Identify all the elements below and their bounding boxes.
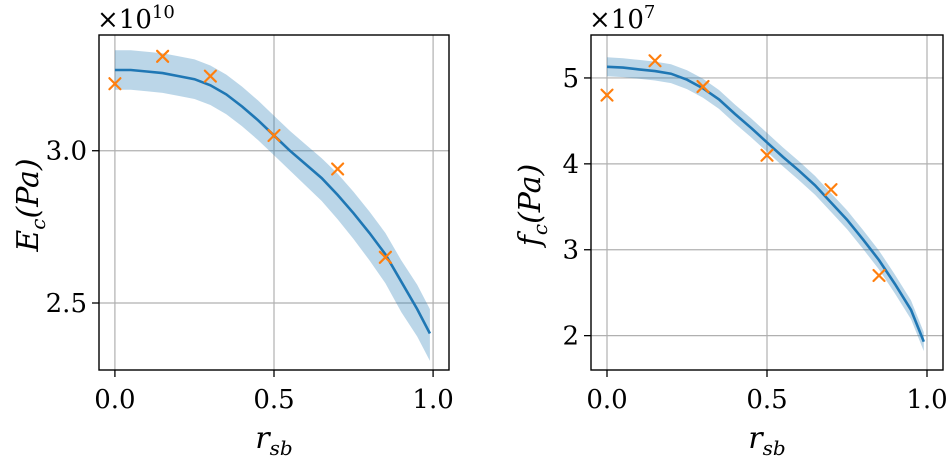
right-x-axis-label: rsb (748, 421, 785, 458)
left-ytick-label-1: 3.0 (46, 137, 87, 167)
left-xtick-label-0: 0.0 (94, 385, 135, 415)
left-xtick-label-2: 1.0 (412, 385, 453, 415)
right-chart: 0.0 0.5 1.0 2 3 4 5 ×107 rsb fc(Pa) (513, 2, 948, 458)
right-xlabel-main: r (748, 421, 764, 456)
left-marker-5 (378, 250, 392, 264)
right-ylabel-sub: c (528, 224, 552, 235)
left-ylabel-main: E (11, 230, 46, 253)
right-gridlines (591, 35, 943, 370)
right-multiplier-base: ×10 (589, 5, 644, 35)
right-confidence-band (607, 57, 924, 352)
left-ylabel-rest: (Pa) (11, 158, 46, 218)
left-ytick-label-0: 2.5 (46, 289, 87, 319)
right-ytick-label-2: 4 (562, 150, 579, 180)
left-xtick-label-1: 0.5 (253, 385, 294, 415)
left-chart: 0.0 0.5 1.0 2.5 3.0 ×1010 rsb Ec(Pa) (11, 2, 454, 458)
left-confidence-band (114, 50, 430, 361)
right-ytick-label-0: 2 (562, 322, 579, 352)
left-y-axis-label: Ec(Pa) (11, 158, 50, 252)
left-marker-0 (108, 77, 122, 91)
left-ticks: 0.0 0.5 1.0 2.5 3.0 (46, 137, 454, 415)
left-multiplier-base: ×10 (97, 5, 152, 35)
right-y-axis-label: fc(Pa) (513, 164, 552, 248)
right-marker-2 (696, 79, 710, 94)
left-observed-markers (108, 49, 392, 264)
right-ylabel-rest: (Pa) (513, 164, 548, 224)
right-marker-5 (872, 268, 886, 283)
left-marker-4 (331, 162, 345, 176)
right-ytick-label-3: 5 (562, 64, 579, 94)
right-marker-0 (600, 88, 614, 102)
right-marker-1 (648, 54, 662, 68)
right-observed-markers (600, 54, 886, 283)
right-xlabel-sub: sb (763, 436, 786, 458)
left-xlabel-sub: sb (270, 436, 293, 458)
right-ticks: 0.0 0.5 1.0 2 3 4 5 (562, 64, 947, 415)
left-marker-1 (156, 49, 170, 63)
right-ytick-label-1: 3 (562, 236, 579, 266)
left-marker-3 (267, 128, 281, 143)
left-marker-2 (203, 69, 217, 83)
right-marker-3 (760, 148, 774, 162)
right-multiplier-exponent: 7 (644, 2, 655, 23)
left-multiplier-exponent: 10 (152, 2, 175, 23)
left-gridlines (99, 35, 449, 370)
left-x-axis-label: rsb (255, 421, 292, 458)
left-xlabel-main: r (255, 421, 271, 456)
right-multiplier: ×107 (589, 2, 655, 35)
left-multiplier: ×1010 (97, 2, 175, 35)
left-mean-line (114, 68, 432, 335)
right-xtick-label-2: 1.0 (906, 385, 947, 415)
right-xtick-label-0: 0.0 (586, 385, 627, 415)
right-marker-4 (824, 183, 838, 197)
right-mean-line (606, 65, 926, 343)
left-ylabel-sub: c (26, 219, 50, 230)
right-xtick-label-1: 0.5 (746, 385, 787, 415)
